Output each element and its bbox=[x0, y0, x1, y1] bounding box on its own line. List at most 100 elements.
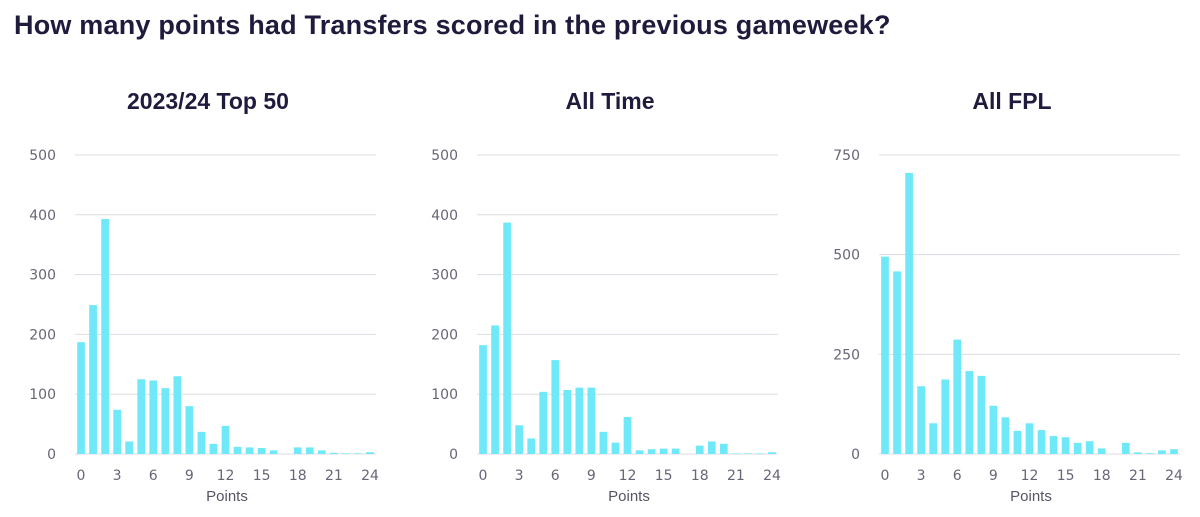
y-tick-label: 400 bbox=[29, 208, 56, 224]
x-tick-label: 9 bbox=[989, 468, 998, 484]
bar bbox=[635, 450, 644, 454]
bar-chart-all-time: 0 100 200 300 400 500 0 3 6 9 12 15 18 21 24 bbox=[431, 148, 781, 484]
bar bbox=[977, 375, 986, 454]
x-tick-label: 18 bbox=[289, 468, 307, 484]
bar bbox=[305, 447, 314, 454]
bar bbox=[233, 446, 242, 454]
x-tick-label: 15 bbox=[1057, 468, 1075, 484]
chart-title: 2023/24 Top 50 bbox=[127, 88, 289, 114]
x-tick-label: 6 bbox=[551, 468, 560, 484]
bar bbox=[1001, 417, 1010, 454]
bar bbox=[719, 443, 728, 454]
x-tick-label: 12 bbox=[1021, 468, 1039, 484]
x-tick-label: 12 bbox=[619, 468, 637, 484]
bar bbox=[354, 453, 362, 454]
bar bbox=[659, 448, 668, 454]
x-tick-label: 21 bbox=[325, 468, 343, 484]
bar bbox=[491, 325, 499, 454]
chart-title: All FPL bbox=[972, 88, 1052, 114]
bar bbox=[1049, 436, 1058, 454]
y-tick-label: 500 bbox=[833, 248, 860, 264]
bar bbox=[479, 345, 487, 454]
bar bbox=[893, 271, 901, 454]
y-tick-label: 200 bbox=[431, 327, 458, 343]
y-tick-label: 500 bbox=[431, 148, 458, 164]
x-tick-label: 24 bbox=[763, 468, 781, 484]
bar bbox=[245, 447, 254, 454]
bar bbox=[1037, 430, 1046, 454]
bar bbox=[317, 450, 326, 454]
bar bbox=[1073, 442, 1082, 454]
bar bbox=[647, 449, 656, 454]
x-tick-label: 3 bbox=[515, 468, 524, 484]
bar bbox=[707, 441, 716, 454]
bar-chart-top50: 0 100 200 300 400 500 0 3 6 9 12 15 18 21 24 bbox=[29, 148, 379, 484]
bar bbox=[515, 425, 523, 454]
bar bbox=[929, 423, 938, 454]
x-axis-label: Points bbox=[608, 488, 650, 505]
bar bbox=[503, 222, 511, 454]
x-tick-label: 3 bbox=[917, 468, 926, 484]
bar bbox=[599, 431, 608, 454]
y-tick-label: 0 bbox=[449, 447, 458, 463]
bar bbox=[989, 405, 998, 454]
y-tick-label: 0 bbox=[47, 447, 56, 463]
bar bbox=[173, 376, 182, 454]
bar bbox=[209, 443, 218, 454]
bar bbox=[77, 342, 85, 454]
bar bbox=[366, 452, 374, 454]
bar bbox=[125, 441, 134, 454]
bar bbox=[330, 452, 338, 454]
y-tick-label: 200 bbox=[29, 327, 56, 343]
y-tick-label: 300 bbox=[29, 268, 56, 284]
bar bbox=[551, 360, 560, 454]
x-tick-label: 6 bbox=[953, 468, 962, 484]
bar bbox=[917, 386, 925, 454]
x-axis-label: Points bbox=[1010, 488, 1052, 505]
bar bbox=[575, 387, 584, 454]
bar bbox=[137, 379, 146, 454]
bar bbox=[881, 256, 889, 454]
bar bbox=[695, 445, 704, 454]
chart-panel-top50: 2023/24 Top 50 0 100 200 300 400 500 0 3 6 9 12 15 1… bbox=[18, 80, 398, 517]
x-tick-label: 9 bbox=[587, 468, 596, 484]
bar bbox=[1121, 442, 1130, 454]
bar bbox=[1170, 449, 1178, 454]
bar bbox=[1025, 423, 1034, 454]
bar bbox=[113, 409, 121, 454]
bar bbox=[1097, 448, 1106, 454]
x-tick-label: 18 bbox=[1093, 468, 1111, 484]
bar bbox=[587, 387, 596, 454]
bar bbox=[1134, 452, 1142, 454]
bar bbox=[756, 453, 764, 454]
x-tick-label: 12 bbox=[217, 468, 235, 484]
x-tick-label: 0 bbox=[881, 468, 890, 484]
x-tick-label: 15 bbox=[655, 468, 673, 484]
x-tick-label: 0 bbox=[479, 468, 488, 484]
bar bbox=[269, 450, 278, 454]
bar bbox=[732, 453, 740, 454]
x-tick-label: 18 bbox=[691, 468, 709, 484]
bar bbox=[539, 391, 548, 454]
bar bbox=[1061, 437, 1070, 454]
x-tick-label: 9 bbox=[185, 468, 194, 484]
bar-chart-all-fpl: 0 250 500 750 0 3 6 9 12 15 18 21 24 bbox=[833, 148, 1183, 484]
bar bbox=[941, 379, 950, 454]
page-title: How many points had Transfers scored in … bbox=[14, 10, 891, 40]
bar bbox=[1085, 441, 1094, 454]
y-tick-label: 100 bbox=[29, 387, 56, 403]
bar bbox=[905, 172, 913, 454]
bar bbox=[744, 453, 752, 454]
x-tick-label: 24 bbox=[361, 468, 379, 484]
bar bbox=[953, 339, 962, 454]
bar bbox=[185, 406, 194, 454]
chart-panel-all-time: All Time 0 100 200 300 400 500 0 3 6 9 12 15 18 21 24 … bbox=[420, 80, 800, 517]
bar bbox=[623, 416, 632, 454]
bar bbox=[342, 453, 350, 454]
bar bbox=[768, 452, 776, 454]
bar bbox=[197, 431, 206, 454]
bar bbox=[527, 438, 536, 454]
bar bbox=[563, 390, 572, 454]
x-axis-label: Points bbox=[206, 488, 248, 505]
y-tick-label: 300 bbox=[431, 268, 458, 284]
